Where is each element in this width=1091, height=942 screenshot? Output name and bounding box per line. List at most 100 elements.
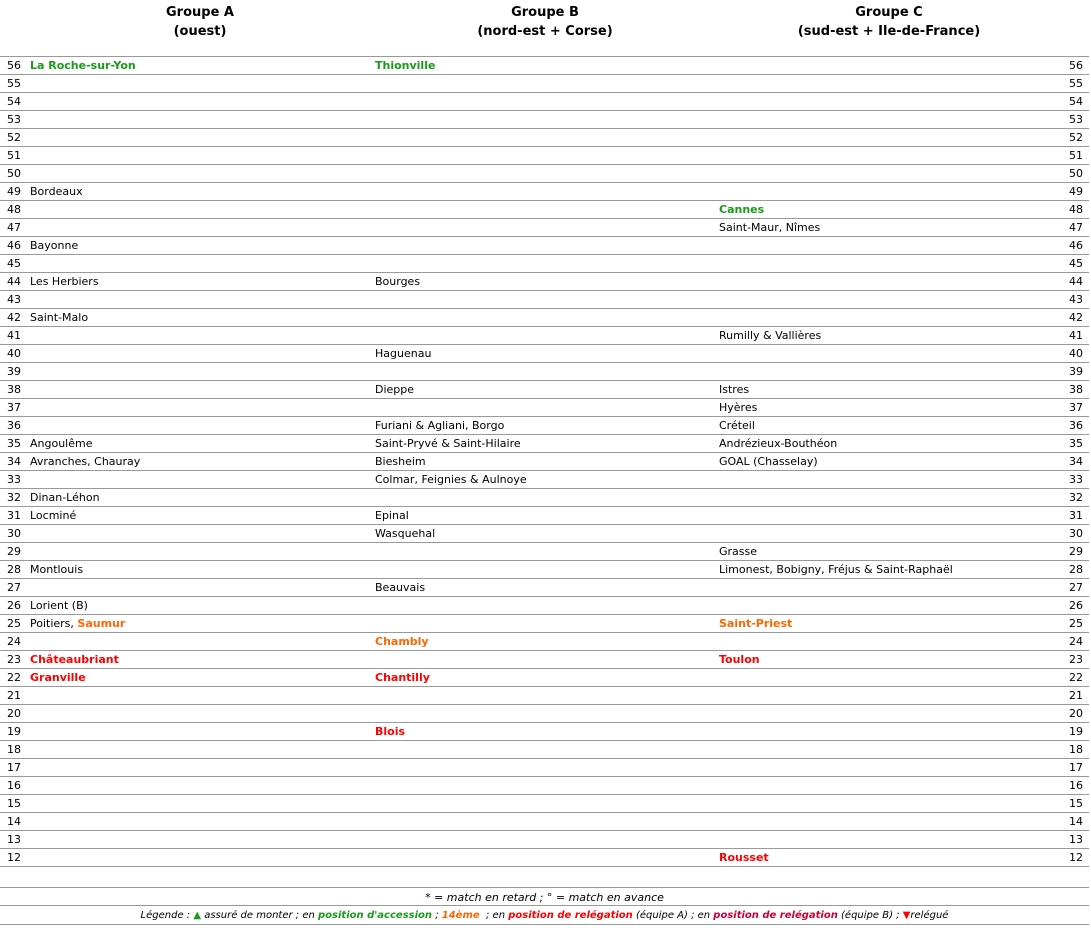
team-name: Lorient (B) xyxy=(30,599,88,612)
table-row: 16 16 xyxy=(0,777,1089,795)
points-left: 19 xyxy=(7,725,21,738)
group-a-teams: Granville xyxy=(30,669,86,687)
team-name: Rumilly & Vallières xyxy=(719,329,822,342)
points-left: 16 xyxy=(7,779,21,792)
group-b-teams: Wasquehal xyxy=(375,525,435,543)
points-right: 53 xyxy=(1069,113,1083,126)
header-title: Groupe A xyxy=(166,5,234,20)
group-a-teams: Dinan-Léhon xyxy=(30,489,100,507)
table-row: 49 Bordeaux 49 xyxy=(0,183,1089,201)
points-right: 49 xyxy=(1069,185,1083,198)
table-row: 52 52 xyxy=(0,129,1089,147)
points-right: 31 xyxy=(1069,509,1083,522)
points-left: 29 xyxy=(7,545,21,558)
points-right: 56 xyxy=(1069,59,1083,72)
points-left: 21 xyxy=(7,689,21,702)
points-right: 38 xyxy=(1069,383,1083,396)
points-right: 17 xyxy=(1069,761,1083,774)
legend-text: position de relégation xyxy=(713,910,838,921)
legend-text: assuré de monter ; en xyxy=(201,910,318,921)
table-row: 12 Rousset 12 xyxy=(0,849,1089,867)
points-right: 39 xyxy=(1069,365,1083,378)
points-left: 26 xyxy=(7,599,21,612)
group-c-teams: Toulon xyxy=(719,651,760,669)
team-name: Thionville xyxy=(375,59,436,72)
table-row: 39 39 xyxy=(0,363,1089,381)
points-left: 49 xyxy=(7,185,21,198)
team-name: Saumur xyxy=(77,617,126,630)
points-left: 14 xyxy=(7,815,21,828)
table-row: 35 Angoulême Saint-Pryvé & Saint-Hilaire An… xyxy=(0,435,1089,453)
team-name: Créteil xyxy=(719,419,755,432)
header-groupe-c: Groupe C (sud-est + Ile-de-France) xyxy=(739,3,1039,41)
legend: Légende : ▲ assuré de monter ; en positi… xyxy=(0,905,1089,925)
triangle-down-icon: ▼ xyxy=(902,910,911,921)
group-a-teams: Saint-Malo xyxy=(30,309,88,327)
team-name: GOAL (Chasselay) xyxy=(719,455,818,468)
points-left: 39 xyxy=(7,365,21,378)
points-right: 25 xyxy=(1069,617,1083,630)
points-right: 37 xyxy=(1069,401,1083,414)
table-row: 55 55 xyxy=(0,75,1089,93)
points-left: 17 xyxy=(7,761,21,774)
team-name: Grasse xyxy=(719,545,758,558)
group-a-teams: Avranches, Chauray xyxy=(30,453,140,471)
table-row: 48 Cannes 48 xyxy=(0,201,1089,219)
points-left: 54 xyxy=(7,95,21,108)
points-right: 43 xyxy=(1069,293,1083,306)
points-right: 15 xyxy=(1069,797,1083,810)
points-right: 19 xyxy=(1069,725,1083,738)
points-right: 21 xyxy=(1069,689,1083,702)
points-left: 46 xyxy=(7,239,21,252)
points-left: 45 xyxy=(7,257,21,270)
group-b-teams: Thionville xyxy=(375,57,435,75)
table-row: 51 51 xyxy=(0,147,1089,165)
group-b-teams: Dieppe xyxy=(375,381,414,399)
legend-text: ; en xyxy=(479,910,509,921)
points-right: 34 xyxy=(1069,455,1083,468)
points-left: 43 xyxy=(7,293,21,306)
team-name: Bourges xyxy=(375,275,421,288)
group-b-teams: Biesheim xyxy=(375,453,426,471)
points-left: 53 xyxy=(7,113,21,126)
table-row: 21 21 xyxy=(0,687,1089,705)
points-left: 13 xyxy=(7,833,21,846)
points-right: 23 xyxy=(1069,653,1083,666)
points-right: 29 xyxy=(1069,545,1083,558)
table-row: 20 20 xyxy=(0,705,1089,723)
points-right: 28 xyxy=(1069,563,1083,576)
points-right: 18 xyxy=(1069,743,1083,756)
header-title: Groupe C xyxy=(855,5,923,20)
points-right: 30 xyxy=(1069,527,1083,540)
table-row: 40 Haguenau 40 xyxy=(0,345,1089,363)
footnote: * = match en retard ; ° = match en avanc… xyxy=(0,887,1089,906)
group-b-teams: Chambly xyxy=(375,633,429,651)
team-name: Angoulême xyxy=(30,437,93,450)
table-row: 28 Montlouis Limonest, Bobigny, Fréjus & S… xyxy=(0,561,1089,579)
team-name: Chambly xyxy=(375,635,429,648)
group-b-teams: Epinal xyxy=(375,507,409,525)
points-left: 56 xyxy=(7,59,21,72)
team-name: Furiani & Agliani, Borgo xyxy=(375,419,505,432)
points-left: 37 xyxy=(7,401,21,414)
standings-table: 56 La Roche-sur-Yon Thionville 56 55 55 54 54 53… xyxy=(0,56,1089,867)
table-row: 38 Dieppe Istres 38 xyxy=(0,381,1089,399)
points-right: 12 xyxy=(1069,851,1083,864)
points-left: 41 xyxy=(7,329,21,342)
points-left: 18 xyxy=(7,743,21,756)
team-name: Wasquehal xyxy=(375,527,436,540)
table-row: 43 43 xyxy=(0,291,1089,309)
points-right: 54 xyxy=(1069,95,1083,108)
team-name: Granville xyxy=(30,671,86,684)
legend-text: Légende : xyxy=(140,910,194,921)
group-a-teams: La Roche-sur-Yon xyxy=(30,57,136,75)
group-c-teams: Cannes xyxy=(719,201,764,219)
legend-text: relégué xyxy=(910,910,949,921)
team-name: Cannes xyxy=(719,203,765,216)
points-right: 42 xyxy=(1069,311,1083,324)
group-c-teams: Saint-Maur, Nîmes xyxy=(719,219,820,237)
team-name: Limonest, Bobigny, Fréjus & Saint-Raphaë… xyxy=(719,563,953,576)
table-row: 53 53 xyxy=(0,111,1089,129)
points-right: 41 xyxy=(1069,329,1083,342)
team-name: Beauvais xyxy=(375,581,426,594)
